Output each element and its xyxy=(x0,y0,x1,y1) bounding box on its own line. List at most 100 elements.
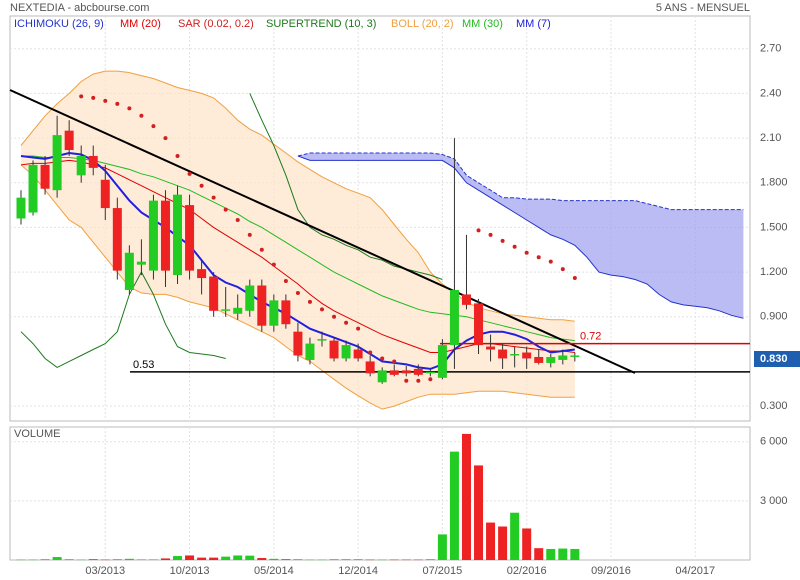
candle-body xyxy=(305,343,315,360)
candle-body xyxy=(76,155,86,176)
candle-body xyxy=(558,355,568,360)
band-fill xyxy=(297,152,744,319)
level-label: 0.72 xyxy=(580,330,601,342)
x-tick-label: 04/2017 xyxy=(675,565,715,577)
sar-dot xyxy=(259,247,264,252)
sar-dot xyxy=(271,262,276,267)
volume-bar xyxy=(209,557,219,560)
volume-bar xyxy=(257,558,267,560)
sar-dot xyxy=(524,250,529,255)
sar-dot xyxy=(548,259,553,264)
sar-dot xyxy=(416,378,421,383)
x-tick-label: 05/2014 xyxy=(254,565,294,577)
sar-dot xyxy=(199,183,204,188)
sar-dot xyxy=(512,244,517,249)
sar-dot xyxy=(320,307,324,312)
volume-bar xyxy=(534,548,544,560)
line xyxy=(297,152,744,211)
candle-body xyxy=(124,252,134,290)
price-tag: 0.830 xyxy=(760,353,788,365)
legend-entry: SUPERTREND (10, 3) xyxy=(266,18,376,30)
volume-bar xyxy=(413,559,423,561)
volume-bar xyxy=(329,559,339,560)
sar-dot xyxy=(211,195,216,200)
sar-dot xyxy=(175,153,180,158)
candle-body xyxy=(365,361,375,374)
candle-body xyxy=(437,345,447,378)
sar-dot xyxy=(572,276,577,281)
volume-bar xyxy=(401,559,411,561)
candle-body xyxy=(197,269,207,279)
volume-bar xyxy=(341,559,351,560)
candle-body xyxy=(486,346,496,350)
y-tick-label: 2.10 xyxy=(760,132,781,144)
volume-bar xyxy=(437,534,447,560)
candle-body xyxy=(522,352,532,359)
volume-bar xyxy=(461,433,471,560)
sar-dot xyxy=(187,171,192,176)
volume-bar xyxy=(317,559,327,561)
candle-body xyxy=(233,307,243,314)
y-tick-label: 2.40 xyxy=(760,87,781,99)
volume-bar xyxy=(474,465,484,560)
volume-bar xyxy=(136,559,146,560)
candle-body xyxy=(425,371,435,374)
volume-panel xyxy=(9,426,751,561)
candle-body xyxy=(40,164,50,189)
x-tick-label: 10/2013 xyxy=(170,565,210,577)
volume-bar xyxy=(269,558,279,560)
price-tag-box xyxy=(754,351,800,367)
x-tick-label: 07/2015 xyxy=(423,565,463,577)
candle-body xyxy=(28,164,38,213)
sar-dot xyxy=(247,232,252,237)
sar-dot xyxy=(404,378,409,383)
volume-bar xyxy=(510,512,520,560)
legend-entry: MM (30) xyxy=(462,18,503,30)
sar-dot xyxy=(151,124,156,129)
candle-body xyxy=(209,276,219,311)
candle-body xyxy=(64,130,74,151)
sar-dot xyxy=(91,95,96,100)
line xyxy=(20,93,443,368)
volume-bar xyxy=(293,559,303,560)
candle-body xyxy=(401,370,411,374)
candle-body xyxy=(88,155,98,168)
legend-entry: MM (20) xyxy=(120,18,161,30)
candle-body xyxy=(221,309,231,311)
sar-dot xyxy=(380,356,385,361)
volume-bar xyxy=(185,555,195,560)
volume-bar xyxy=(558,548,568,560)
x-tick-label: 02/2016 xyxy=(507,565,547,577)
volume-bar xyxy=(88,559,98,560)
trend-line xyxy=(9,89,636,374)
sar-dot xyxy=(127,106,132,111)
sar-dot xyxy=(307,299,312,304)
volume-bar xyxy=(449,451,459,560)
sar-dot xyxy=(332,314,337,319)
candle-body xyxy=(112,208,122,271)
candle-body xyxy=(329,340,339,359)
candle-body xyxy=(413,368,423,375)
sar-dot xyxy=(356,326,361,331)
volume-bar xyxy=(124,558,134,560)
volume-bar xyxy=(173,556,183,560)
sar-dot xyxy=(295,290,300,295)
volume-bar xyxy=(221,556,231,560)
volume-bar xyxy=(100,559,110,561)
volume-bar xyxy=(245,555,255,560)
volume-bar xyxy=(40,559,50,560)
sar-dot xyxy=(79,94,84,99)
sar-dot xyxy=(103,98,108,103)
y-tick-label: 6 000 xyxy=(760,436,788,448)
candle-body xyxy=(148,200,158,271)
sar-dot xyxy=(476,228,481,233)
volume-bar xyxy=(76,559,86,561)
volume-bar xyxy=(233,555,243,560)
candle-body xyxy=(160,200,170,271)
sar-dot xyxy=(235,217,240,222)
legend-entry: ICHIMOKU (26, 9) xyxy=(14,18,104,30)
candle-body xyxy=(173,194,183,276)
volume-bar xyxy=(64,559,74,560)
volume-bar xyxy=(377,559,387,561)
